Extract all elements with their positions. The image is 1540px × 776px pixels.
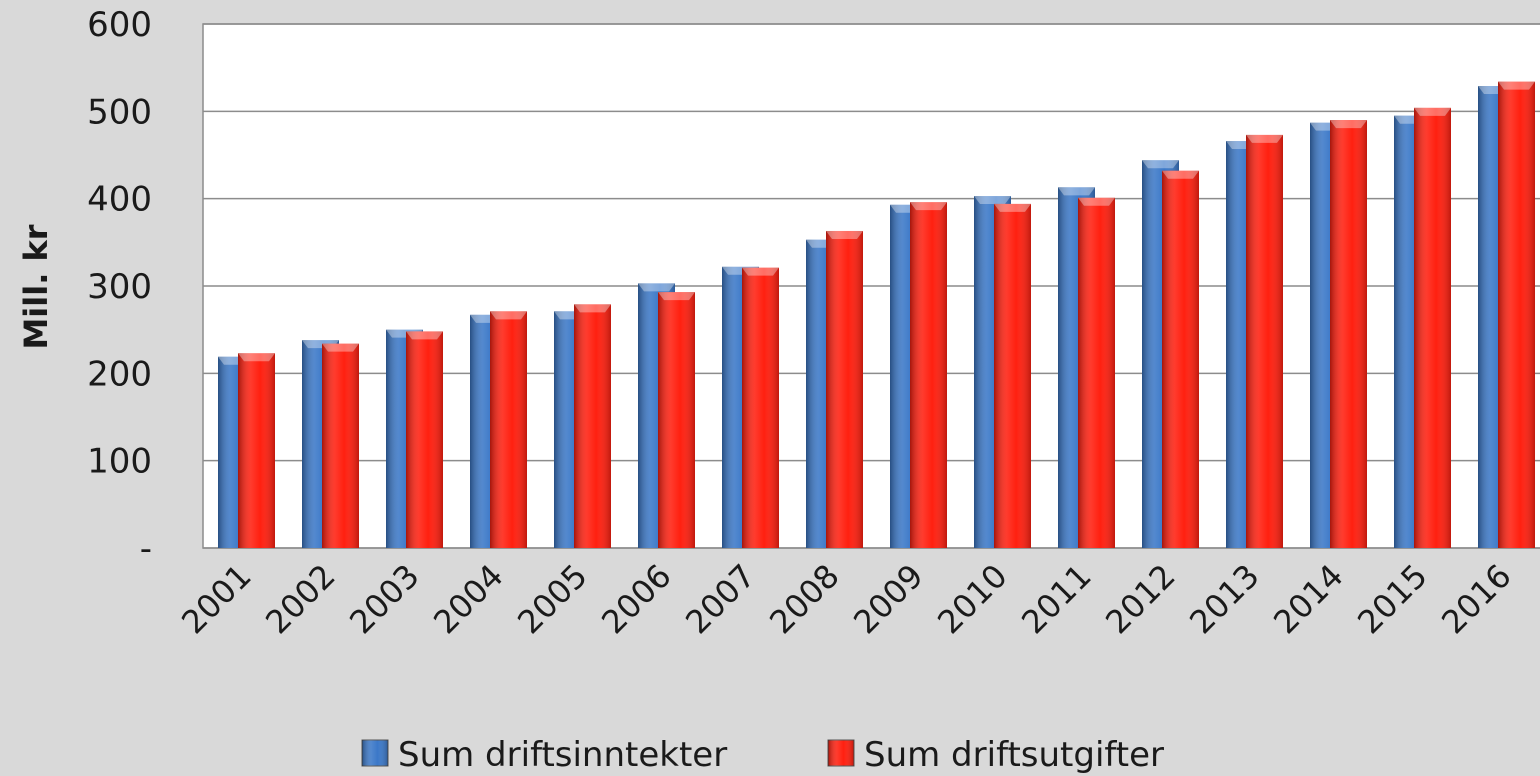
bar-cap	[658, 292, 695, 301]
bar-cap	[574, 304, 611, 313]
x-tick-label: 2004	[426, 557, 510, 641]
bar	[1246, 134, 1283, 548]
bar	[238, 353, 275, 548]
bar-cap	[1078, 197, 1115, 206]
bar-cap	[406, 331, 443, 340]
bar-cap	[742, 267, 779, 276]
x-tick-label: 2003	[342, 557, 426, 641]
y-tick-label: 200	[87, 354, 152, 394]
bar	[1078, 197, 1115, 548]
y-tick-label: 500	[87, 92, 152, 132]
bar-cap	[1414, 107, 1451, 116]
bar	[994, 203, 1031, 548]
bar-cap	[1058, 187, 1095, 196]
bar	[1162, 170, 1199, 548]
legend-label: Sum driftsutgifter	[864, 735, 1164, 775]
bar-cap	[1498, 81, 1535, 90]
bar	[490, 311, 527, 548]
bar-cap	[490, 311, 527, 320]
y-tick-label: 600	[87, 5, 152, 45]
bar-cap	[638, 283, 675, 292]
y-tick-label: 100	[87, 442, 152, 482]
bar-cap	[1246, 134, 1283, 143]
bar-cap	[826, 230, 863, 239]
x-tick-label: 2016	[1434, 557, 1518, 641]
y-axis-label: Mill. kr	[17, 224, 55, 349]
bar	[742, 267, 779, 548]
bar-cap	[322, 343, 359, 352]
bar	[406, 331, 443, 548]
legend-swatch-shade	[828, 740, 854, 766]
y-tick-label: -	[140, 529, 152, 569]
legend-label: Sum driftsinntekter	[398, 735, 727, 775]
bar	[658, 292, 695, 548]
x-tick-label: 2011	[1014, 557, 1098, 641]
bar	[574, 304, 611, 548]
x-tick-label: 2001	[174, 557, 258, 641]
y-tick-label: 400	[87, 180, 152, 220]
x-tick-label: 2002	[258, 557, 342, 641]
bar-cap	[1330, 120, 1367, 129]
x-tick-label: 2005	[510, 557, 594, 641]
x-tick-label: 2013	[1182, 557, 1266, 641]
bar	[1498, 81, 1535, 548]
bar	[826, 230, 863, 549]
x-tick-label: 2007	[678, 557, 762, 641]
bar-cap	[974, 196, 1011, 205]
x-tick-label: 2006	[594, 557, 678, 641]
bar	[1414, 107, 1451, 548]
bar-cap	[1162, 170, 1199, 179]
bar-cap	[994, 203, 1031, 212]
bar-cap	[910, 202, 947, 211]
x-tick-label: 2015	[1350, 557, 1434, 641]
bar-cap	[1142, 160, 1179, 169]
bar	[322, 343, 359, 548]
x-tick-label: 2014	[1266, 557, 1350, 641]
bar-cap	[238, 353, 275, 362]
bar	[910, 202, 947, 548]
x-tick-label: 2010	[930, 557, 1014, 641]
x-tick-label: 2012	[1098, 557, 1182, 641]
x-tick-label: 2008	[762, 557, 846, 641]
legend-swatch-shade	[362, 740, 388, 766]
bar	[1330, 120, 1367, 549]
x-tick-label: 2009	[846, 557, 930, 641]
y-tick-label: 300	[87, 267, 152, 307]
